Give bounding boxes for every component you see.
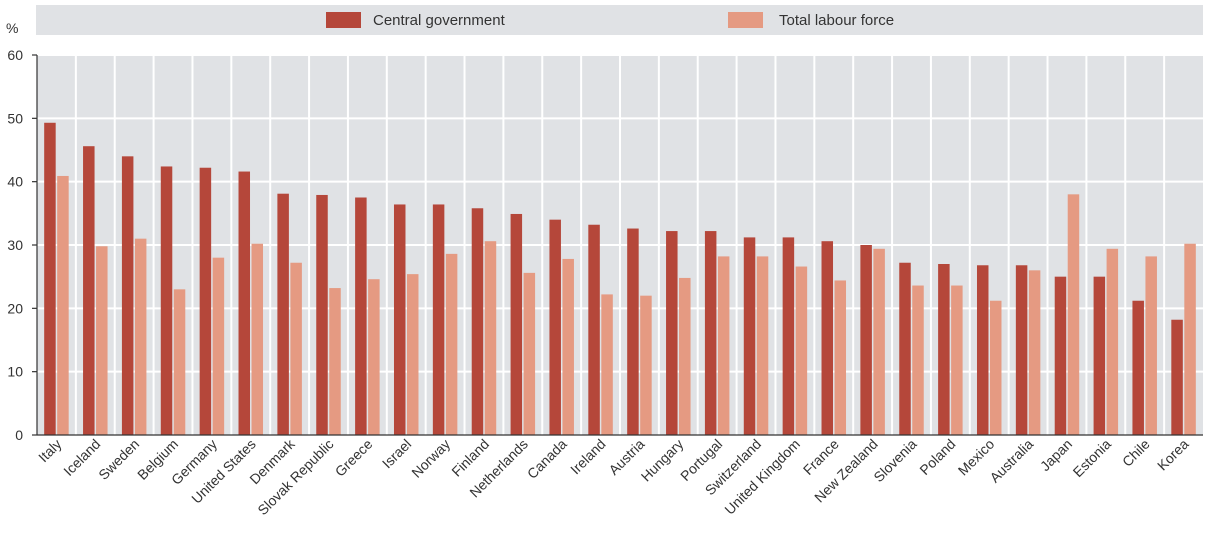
bar-total-labour-force-sweden — [134, 238, 147, 435]
bar-total-labour-force-new-zealand — [873, 248, 885, 435]
bar-total-labour-force-slovak-republic — [329, 288, 341, 435]
y-tick-label-0: 0 — [15, 427, 23, 443]
y-tick-label-10: 10 — [7, 364, 23, 380]
bar-total-labour-force-netherlands — [523, 272, 536, 435]
bar-central-government-ireland — [588, 224, 600, 435]
bar-central-government-portugal — [704, 231, 717, 435]
bar-central-government-australia — [1015, 265, 1028, 435]
bar-central-government-slovak-republic — [316, 194, 328, 435]
x-label-hungary: Hungary — [638, 436, 687, 485]
legend-label-central-government: Central government — [373, 12, 506, 29]
bar-total-labour-force-estonia — [1106, 248, 1119, 435]
bar-total-labour-force-ireland — [601, 294, 613, 435]
bar-central-government-iceland — [83, 146, 95, 435]
x-label-italy: Italy — [35, 436, 64, 465]
bar-total-labour-force-finland — [484, 241, 497, 435]
bar-central-government-netherlands — [510, 213, 523, 435]
gridlines — [37, 54, 1203, 435]
bar-total-labour-force-italy — [57, 175, 69, 435]
bar-central-government-norway — [432, 204, 445, 435]
bar-central-government-france — [821, 241, 834, 435]
bar-total-labour-force-chile — [1145, 256, 1157, 435]
legend-swatch-central-government — [326, 12, 361, 28]
bar-central-government-sweden — [121, 156, 134, 436]
bar-total-labour-force-united-states — [251, 243, 264, 435]
x-label-sweden: Sweden — [95, 436, 142, 483]
bar-total-labour-force-iceland — [96, 246, 108, 435]
bar-central-government-austria — [627, 228, 639, 435]
x-label-chile: Chile — [1119, 436, 1153, 470]
x-label-poland: Poland — [916, 436, 958, 478]
bar-total-labour-force-germany — [212, 257, 225, 435]
bar-total-labour-force-greece — [368, 279, 380, 435]
bar-central-government-new-zealand — [860, 245, 872, 435]
y-tick-label-30: 30 — [7, 237, 23, 253]
bar-central-government-korea — [1171, 319, 1183, 435]
bar-total-labour-force-austria — [640, 295, 652, 435]
bar-central-government-poland — [938, 264, 950, 435]
bar-central-government-germany — [199, 167, 212, 435]
bar-total-labour-force-united-kingdom — [795, 266, 808, 435]
bar-central-government-estonia — [1093, 276, 1106, 435]
x-label-australia: Australia — [986, 436, 1036, 486]
x-label-korea: Korea — [1154, 436, 1192, 474]
x-label-ireland: Ireland — [567, 436, 609, 478]
bar-total-labour-force-switzerland — [756, 256, 769, 435]
bar-total-labour-force-norway — [445, 253, 458, 435]
bar-central-government-slovenia — [899, 262, 911, 435]
bar-central-government-hungary — [666, 231, 678, 435]
y-tick-label-50: 50 — [7, 110, 23, 126]
legend-band — [36, 5, 1203, 35]
x-label-estonia: Estonia — [1070, 436, 1114, 480]
y-tick-label-60: 60 — [7, 47, 23, 63]
x-label-norway: Norway — [408, 436, 453, 481]
bar-central-government-mexico — [976, 265, 989, 435]
bar-central-government-switzerland — [743, 237, 756, 435]
bar-central-government-united-states — [238, 171, 251, 436]
bar-central-government-finland — [471, 208, 484, 435]
y-unit-label: % — [6, 20, 18, 36]
y-tick-label-20: 20 — [7, 300, 23, 316]
bar-central-government-israel — [393, 204, 406, 435]
x-label-israel: Israel — [379, 436, 415, 472]
bar-total-labour-force-japan — [1067, 194, 1080, 435]
x-label-slovenia: Slovenia — [870, 436, 919, 485]
legend-label-total-labour-force: Total labour force — [779, 12, 894, 29]
bar-total-labour-force-hungary — [679, 277, 691, 435]
bar-central-government-italy — [44, 122, 56, 436]
bar-total-labour-force-korea — [1184, 243, 1196, 435]
bar-total-labour-force-australia — [1028, 270, 1041, 435]
bar-central-government-canada — [549, 219, 561, 435]
legend-item-total-labour-force: Total labour force — [728, 12, 894, 29]
bar-central-government-denmark — [277, 193, 289, 435]
bar-total-labour-force-belgium — [173, 289, 186, 435]
bar-central-government-greece — [355, 197, 367, 435]
bar-central-government-united-kingdom — [782, 237, 795, 435]
legend-swatch-total-labour-force — [728, 12, 763, 28]
y-axis-ticks: 0 10 20 30 40 50 60 — [7, 47, 37, 443]
bar-central-government-japan — [1054, 276, 1067, 435]
bar-central-government-chile — [1132, 300, 1144, 435]
bar-total-labour-force-poland — [951, 285, 963, 435]
bar-total-labour-force-france — [834, 280, 847, 435]
bar-total-labour-force-slovenia — [912, 285, 924, 435]
y-tick-label-40: 40 — [7, 174, 23, 190]
bar-total-labour-force-denmark — [290, 262, 302, 435]
bar-total-labour-force-portugal — [717, 256, 730, 435]
bar-central-government-belgium — [160, 166, 173, 435]
bar-total-labour-force-israel — [406, 274, 419, 435]
x-label-canada: Canada — [524, 436, 570, 482]
bar-total-labour-force-canada — [562, 258, 574, 435]
bar-total-labour-force-mexico — [989, 300, 1002, 435]
legend-item-central-government: Central government — [326, 12, 506, 29]
x-label-greece: Greece — [332, 436, 376, 480]
bars — [44, 122, 1196, 436]
